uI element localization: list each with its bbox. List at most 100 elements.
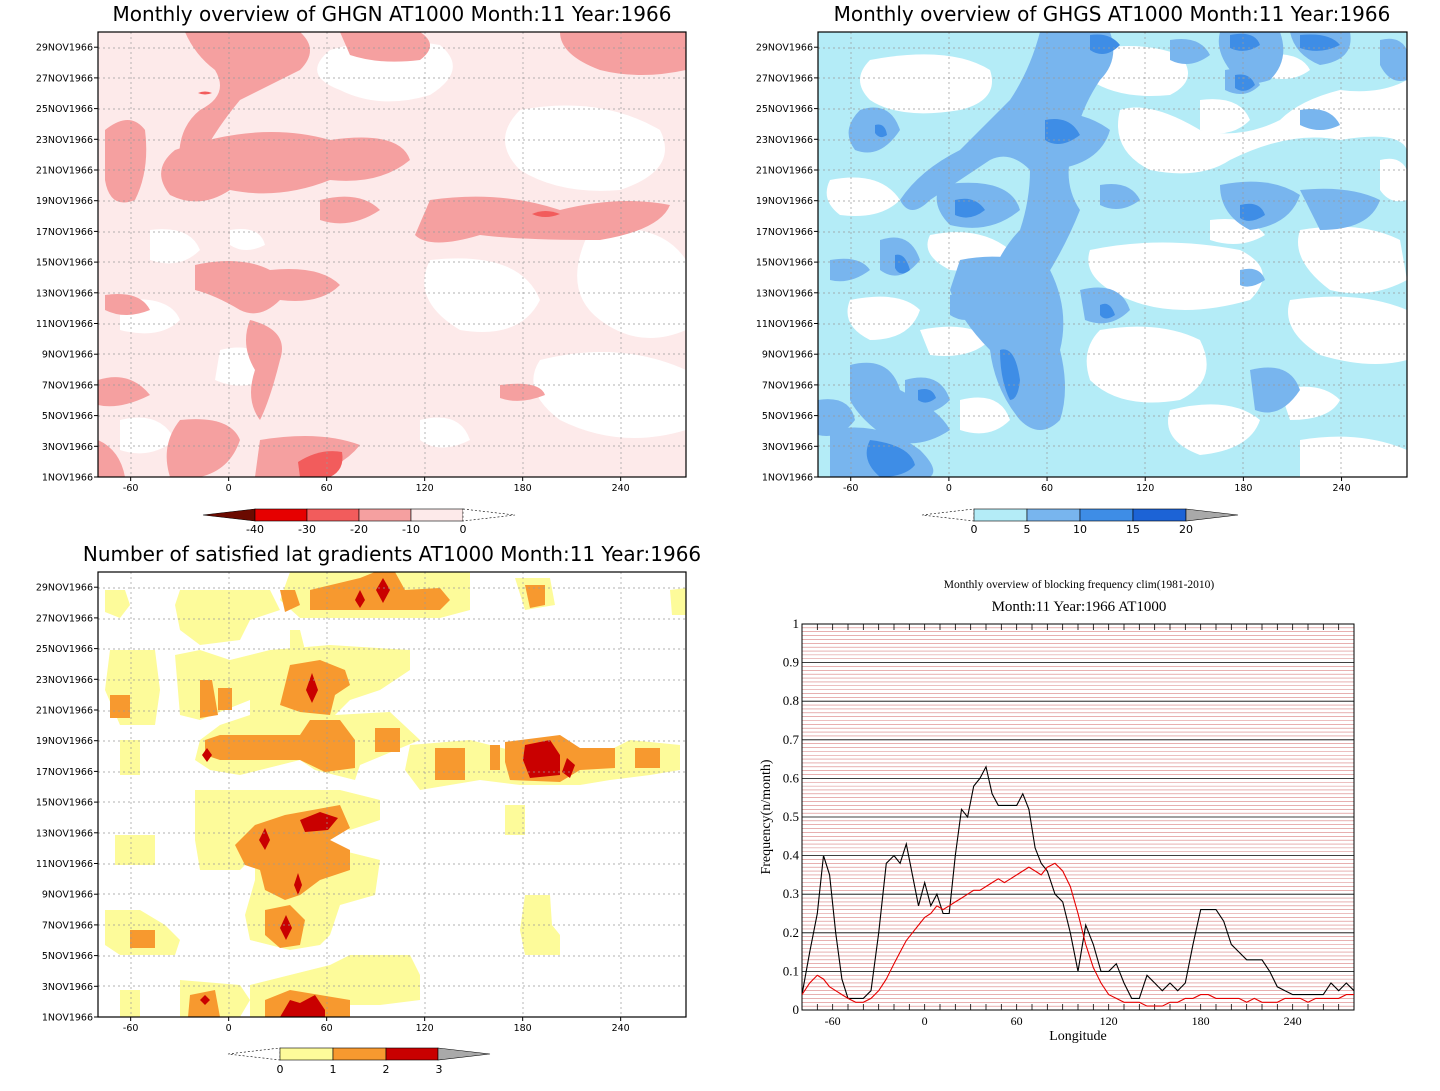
y-tick-label: 0.7 xyxy=(783,732,800,747)
y-tick-label: 15NOV1966 xyxy=(756,258,813,269)
x-tick-label: -60 xyxy=(123,1023,139,1034)
blocking-subtitle: Month:11 Year:1966 AT1000 xyxy=(992,599,1167,615)
x-tick-label: 240 xyxy=(612,1023,630,1034)
colorbar-label: -10 xyxy=(402,523,420,536)
y-tick-label: 25NOV1966 xyxy=(36,644,93,655)
y-tick-label: 15NOV1966 xyxy=(36,798,93,809)
colorbar-label: 0 xyxy=(971,523,978,536)
ghgs-axes: -60 0 60 120 180 240 1NOV1966 3NOV1966 5NOV1966 7… xyxy=(756,43,1351,494)
colorbar-label: 2 xyxy=(383,1063,390,1076)
y-tick-label: 7NOV1966 xyxy=(42,380,93,391)
y-tick-label: 19NOV1966 xyxy=(756,196,813,207)
y-tick-label: 15NOV1966 xyxy=(36,258,93,269)
ghgs-grid xyxy=(818,32,1407,477)
y-tick-label: 0.8 xyxy=(783,693,799,708)
ghgn-panel: Monthly overview of GHGN AT1000 Month:11… xyxy=(36,2,687,536)
y-tick-label: 9NOV1966 xyxy=(762,350,813,361)
y-tick-label: 23NOV1966 xyxy=(36,135,93,146)
y-tick-label: 21NOV1966 xyxy=(756,166,813,177)
y-tick-label: 7NOV1966 xyxy=(42,920,93,931)
x-tick-label: 240 xyxy=(1332,483,1350,494)
y-tick-label: 29NOV1966 xyxy=(756,43,813,54)
latgrad-frame xyxy=(97,571,687,1018)
latgrad-panel: Number of satisfied lat gradients AT1000… xyxy=(36,542,701,1076)
climatology-line xyxy=(802,862,1354,1007)
ghgn-frame xyxy=(97,31,687,478)
y-tick-label: 3NOV1966 xyxy=(42,982,93,993)
y-tick-label: 27NOV1966 xyxy=(36,73,93,84)
colorbar-label: 0 xyxy=(460,523,467,536)
ghgs-colorbar: 0 5 10 15 20 xyxy=(921,508,1239,536)
y-tick-label: 29NOV1966 xyxy=(36,43,93,54)
y-tick-label: 1NOV1966 xyxy=(762,473,813,484)
blocking-minor-ticks xyxy=(801,624,1355,1010)
x-tick-label: 120 xyxy=(416,1023,434,1034)
latgrad-level-3 xyxy=(200,578,575,1017)
x-tick-label: 120 xyxy=(416,483,434,494)
x-tick-label: -60 xyxy=(825,1014,841,1028)
blocking-frame xyxy=(801,623,1355,1011)
y-tick-label: 1NOV1966 xyxy=(42,1013,93,1024)
blocking-title: Monthly overview of blocking frequency c… xyxy=(944,579,1215,591)
colorbar-label: 10 xyxy=(1073,523,1087,536)
latgrad-colorbar: 0 1 2 3 xyxy=(227,1047,491,1076)
y-tick-label: 0.4 xyxy=(783,848,800,863)
y-tick-label: 27NOV1966 xyxy=(36,613,93,624)
blocking-panel: Monthly overview of blocking frequency c… xyxy=(759,579,1355,1044)
ghgn-level-1 xyxy=(98,32,686,477)
x-tick-label: 180 xyxy=(1192,1014,1210,1028)
ghgn-title: Monthly overview of GHGN AT1000 Month:11… xyxy=(113,2,672,26)
ghgs-field xyxy=(818,32,1407,477)
y-tick-label: 1 xyxy=(793,616,800,631)
y-tick-label: 29NOV1966 xyxy=(36,583,93,594)
x-tick-label: 60 xyxy=(1041,483,1053,494)
x-tick-label: 60 xyxy=(321,1023,333,1034)
y-tick-label: 5NOV1966 xyxy=(762,411,813,422)
y-tick-label: 1NOV1966 xyxy=(42,473,93,484)
x-tick-label: 0 xyxy=(226,1023,232,1034)
x-tick-label: 60 xyxy=(1011,1014,1023,1028)
ghgs-title: Monthly overview of GHGS AT1000 Month:11… xyxy=(834,2,1391,26)
latgrad-title: Number of satisfied lat gradients AT1000… xyxy=(83,542,701,566)
blocking-series xyxy=(802,765,1354,1007)
x-tick-label: 180 xyxy=(514,1023,532,1034)
blocking-xlabel: Longitude xyxy=(1049,1029,1107,1044)
y-tick-label: 13NOV1966 xyxy=(36,288,93,299)
x-tick-label: 240 xyxy=(612,483,630,494)
y-tick-label: 19NOV1966 xyxy=(36,736,93,747)
y-tick-label: 11NOV1966 xyxy=(36,319,93,330)
blocking-axes: -60 0 60 120 180 240 0 0.1 0.2 0.3 0.4 0.5 0.6 0.7 0.8… xyxy=(783,616,1302,1028)
y-tick-label: 0.3 xyxy=(783,886,799,901)
colorbar-label: 3 xyxy=(436,1063,443,1076)
ghgn-axes: -60 0 60 120 180 240 1NOV1966 3NOV1966 5NOV1966 7… xyxy=(36,43,630,494)
ghgs-panel: Monthly overview of GHGS AT1000 Month:11… xyxy=(756,2,1408,536)
latgrad-grid xyxy=(98,572,686,1017)
ghgn-level-2 xyxy=(198,91,560,477)
y-tick-label: 11NOV1966 xyxy=(36,859,93,870)
colorbar-label: -20 xyxy=(350,523,368,536)
y-tick-label: 21NOV1966 xyxy=(36,166,93,177)
blocking-ylabel: Frequency(n/month) xyxy=(759,759,774,874)
colorbar-label: 1 xyxy=(330,1063,337,1076)
x-tick-label: 120 xyxy=(1136,483,1154,494)
latgrad-axes: -60 0 60 120 180 240 1NOV1966 3NOV1966 5NOV1966 7… xyxy=(36,583,630,1034)
y-tick-label: 21NOV1966 xyxy=(36,706,93,717)
y-tick-label: 13NOV1966 xyxy=(756,288,813,299)
y-tick-label: 27NOV1966 xyxy=(756,73,813,84)
x-tick-label: 0 xyxy=(946,483,952,494)
y-tick-label: 0.5 xyxy=(783,809,799,824)
ghgn-field xyxy=(98,32,686,477)
blocking-major-grid xyxy=(802,662,1354,972)
x-tick-label: 0 xyxy=(226,483,232,494)
y-tick-label: 23NOV1966 xyxy=(36,675,93,686)
y-tick-label: 3NOV1966 xyxy=(762,442,813,453)
x-tick-label: -60 xyxy=(123,483,139,494)
latgrad-field xyxy=(98,572,686,1017)
colorbar-label: 5 xyxy=(1024,523,1031,536)
ghgs-frame xyxy=(817,31,1408,478)
y-tick-label: 9NOV1966 xyxy=(42,890,93,901)
y-tick-label: 17NOV1966 xyxy=(756,227,813,238)
x-tick-label: 180 xyxy=(514,483,532,494)
y-tick-label: 9NOV1966 xyxy=(42,350,93,361)
